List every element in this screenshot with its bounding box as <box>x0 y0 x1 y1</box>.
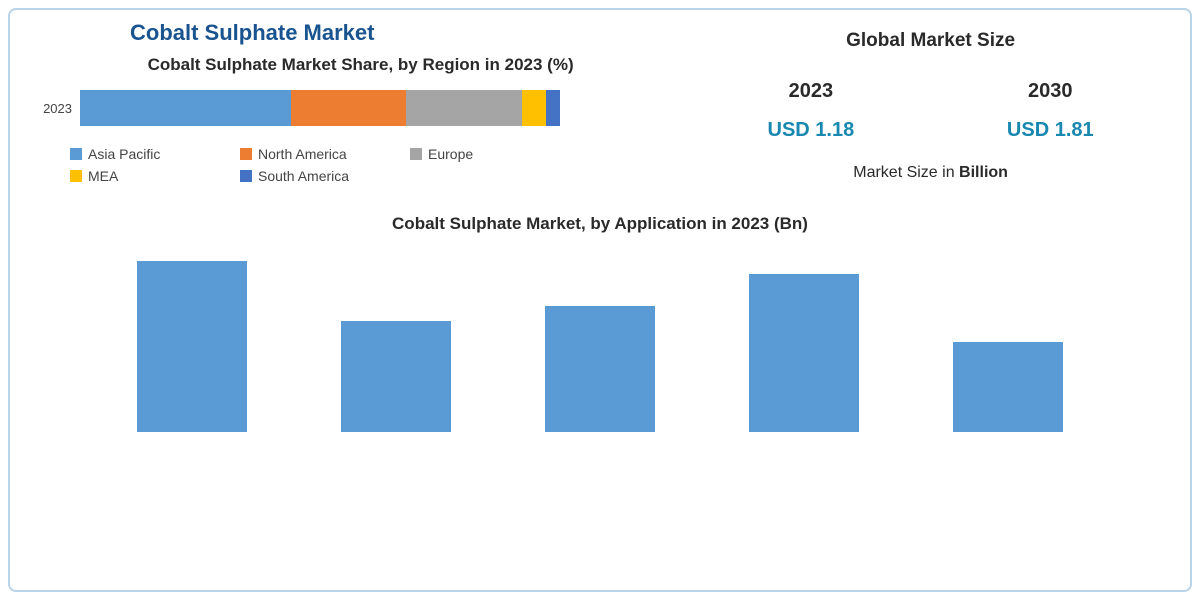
legend-label: Europe <box>428 146 473 162</box>
value-2030: USD 1.81 <box>1007 119 1094 142</box>
legend-item-europe: Europe <box>410 146 560 162</box>
legend-label: Asia Pacific <box>88 146 160 162</box>
legend-item-north-america: North America <box>240 146 390 162</box>
stacked-bar-row: 2023 <box>30 90 691 126</box>
segment-asia-pacific <box>80 90 291 126</box>
unit-label: Market Size in Billion <box>691 164 1170 182</box>
year-2023: 2023 <box>789 80 834 103</box>
legend-swatch <box>240 148 252 160</box>
app-bar-2 <box>530 306 670 432</box>
main-title: Cobalt Sulphate Market <box>130 20 691 46</box>
legend-swatch <box>70 170 82 182</box>
left-column: Cobalt Sulphate Market Cobalt Sulphate M… <box>30 20 691 184</box>
segment-north-america <box>291 90 406 126</box>
value-row: USD 1.18 USD 1.81 <box>691 119 1170 142</box>
segment-europe <box>406 90 521 126</box>
legend-label: North America <box>258 146 347 162</box>
year-row: 2023 2030 <box>691 80 1170 103</box>
app-bar-0 <box>122 261 262 432</box>
legend-swatch <box>70 148 82 160</box>
year-2030: 2030 <box>1028 80 1073 103</box>
legend-label: MEA <box>88 168 118 184</box>
unit-bold: Billion <box>959 164 1008 181</box>
app-bar-rect <box>137 261 247 432</box>
region-chart-title: Cobalt Sulphate Market Share, by Region … <box>30 54 691 76</box>
app-bar-chart <box>30 252 1170 432</box>
legend-item-mea: MEA <box>70 168 220 184</box>
stacked-bar <box>80 90 560 126</box>
legend-label: South America <box>258 168 349 184</box>
legend-item-asia-pacific: Asia Pacific <box>70 146 220 162</box>
app-bar-rect <box>953 342 1063 432</box>
top-section: Cobalt Sulphate Market Cobalt Sulphate M… <box>30 20 1170 184</box>
app-bar-rect <box>341 321 451 433</box>
segment-mea <box>522 90 546 126</box>
unit-prefix: Market Size in <box>853 164 959 181</box>
app-bar-rect <box>545 306 655 432</box>
app-bar-3 <box>734 274 874 432</box>
app-chart-title: Cobalt Sulphate Market, by Application i… <box>30 214 1170 234</box>
legend-item-south-america: South America <box>240 168 390 184</box>
chart-panel: Cobalt Sulphate Market Cobalt Sulphate M… <box>8 8 1192 592</box>
app-bar-1 <box>326 321 466 433</box>
legend-swatch <box>410 148 422 160</box>
legend-swatch <box>240 170 252 182</box>
market-size-title: Global Market Size <box>691 30 1170 52</box>
row-year-label: 2023 <box>30 101 80 116</box>
value-2023: USD 1.18 <box>768 119 855 142</box>
segment-south-america <box>546 90 560 126</box>
app-bar-4 <box>938 342 1078 432</box>
right-column: Global Market Size 2023 2030 USD 1.18 US… <box>691 20 1170 184</box>
app-bar-rect <box>749 274 859 432</box>
region-legend: Asia Pacific North America Europe MEA South … <box>70 146 590 184</box>
